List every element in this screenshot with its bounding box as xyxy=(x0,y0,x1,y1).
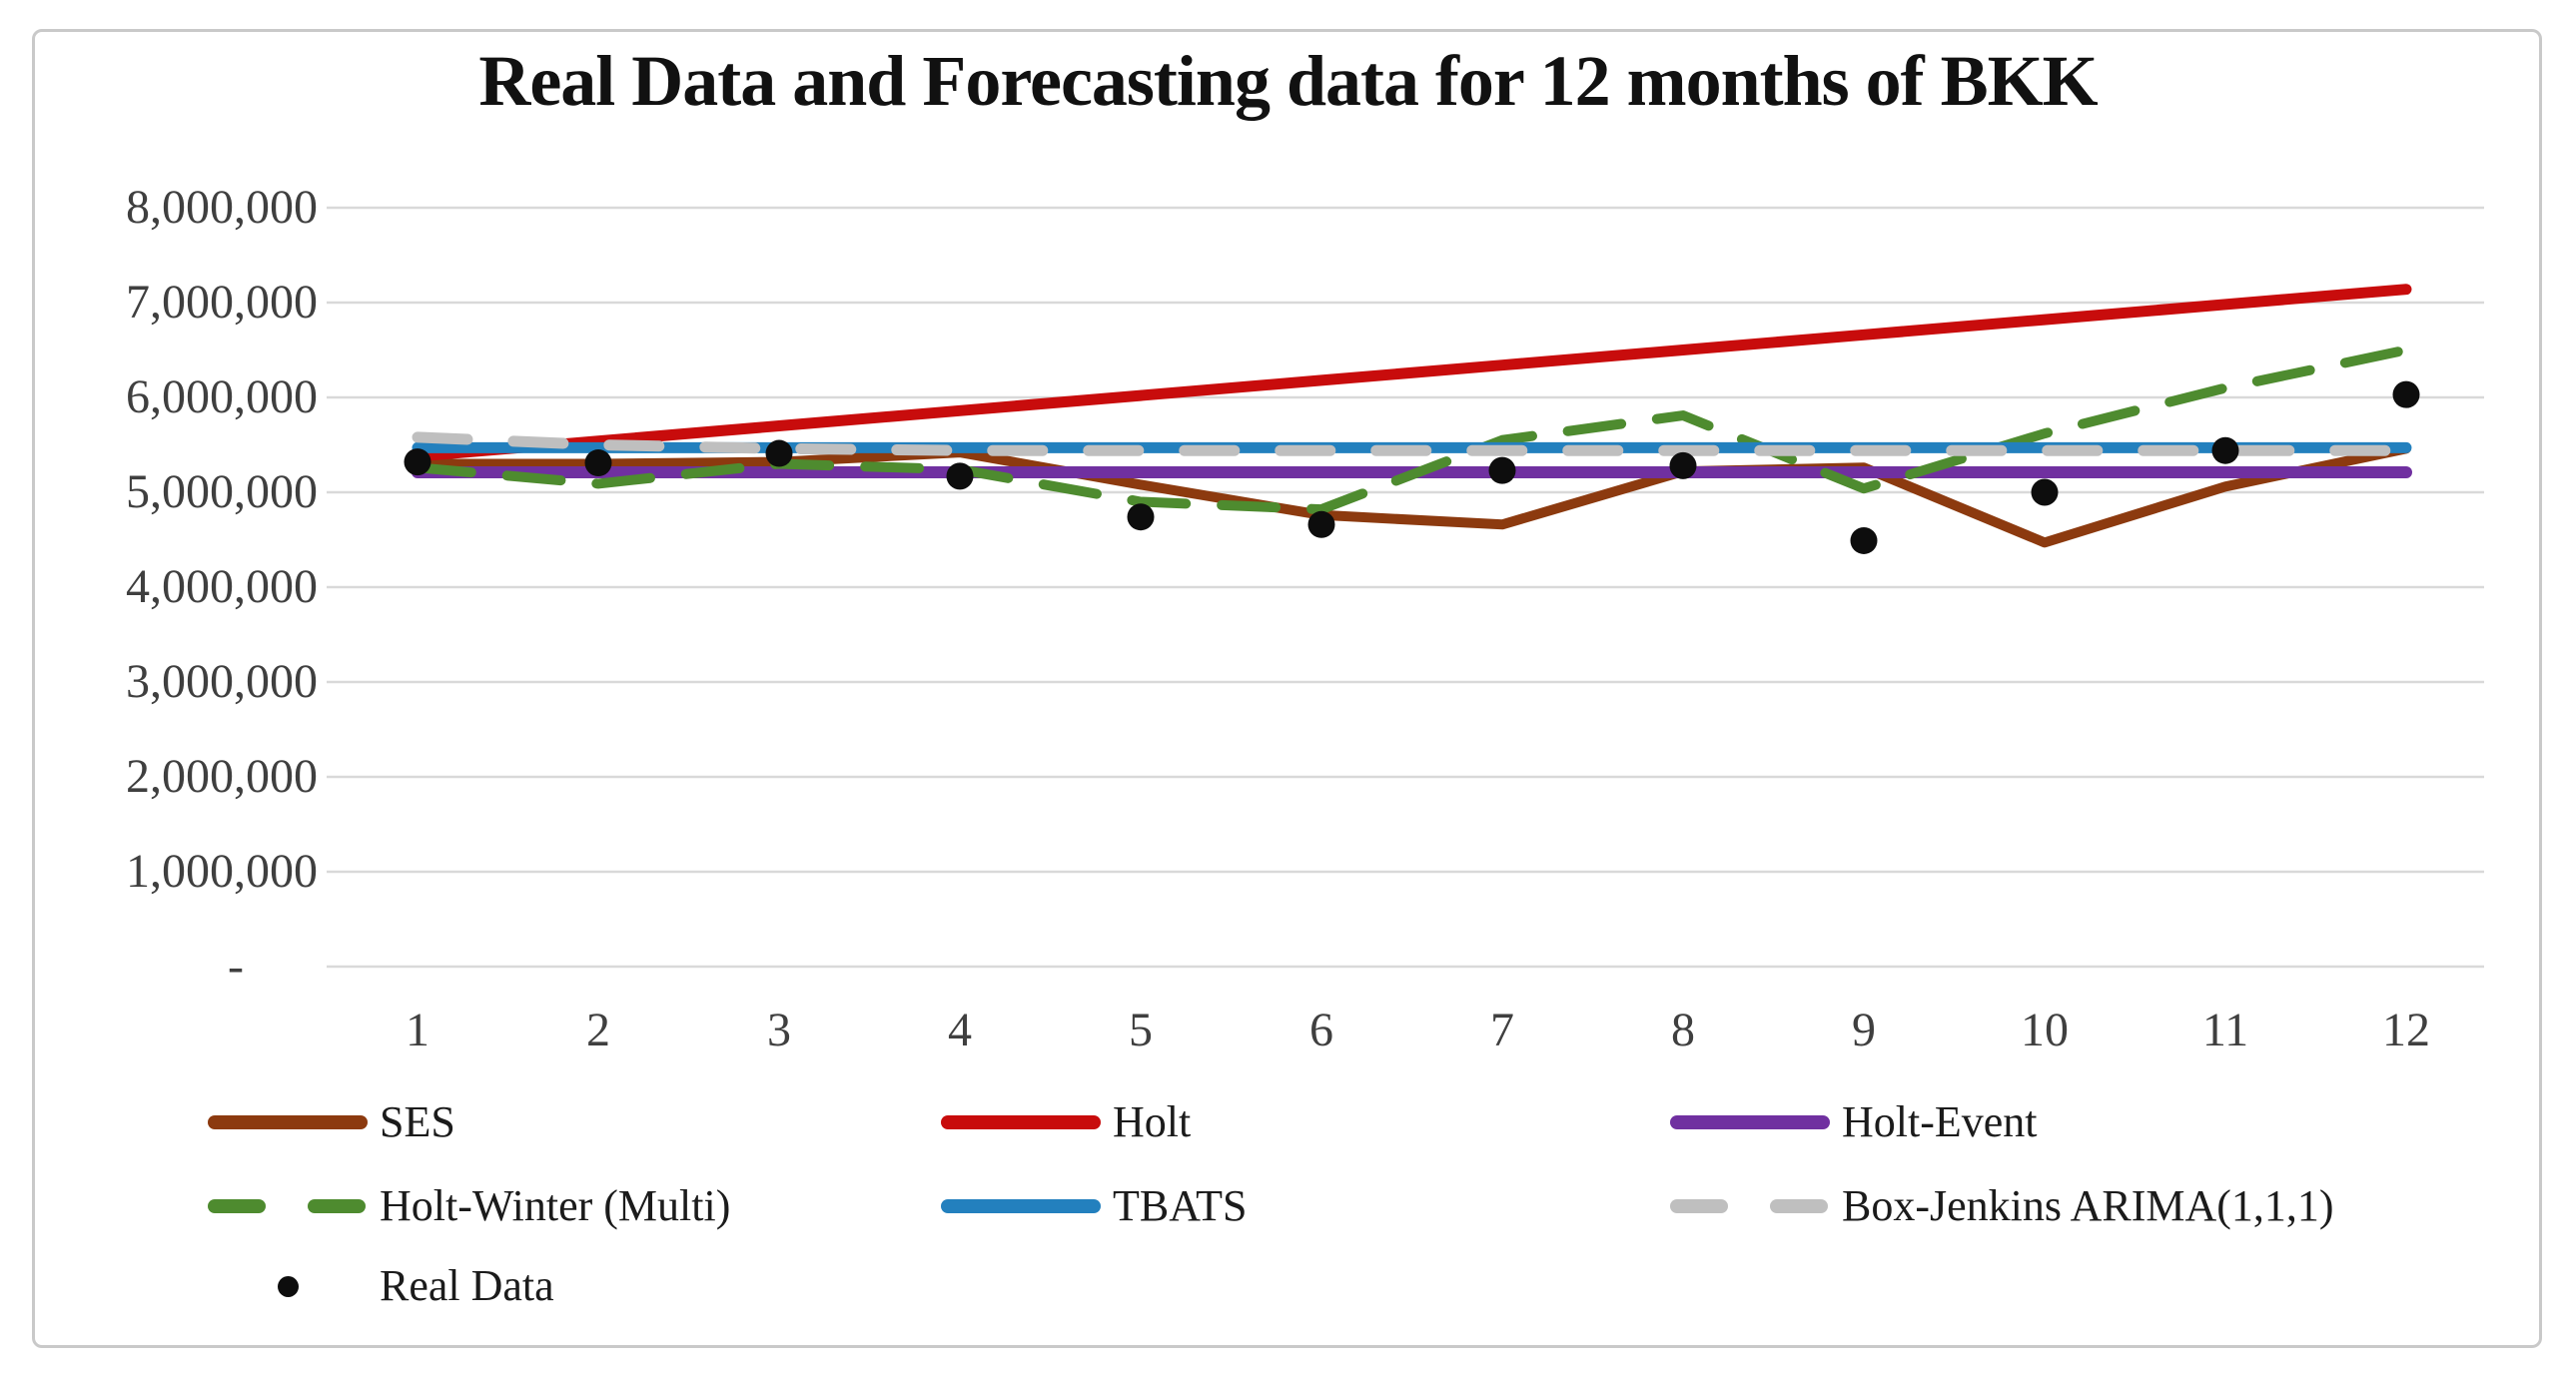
legend-item-holt-event: Holt-Event xyxy=(1670,1092,2038,1152)
legend-item-holt-winter: Holt-Winter (Multi) xyxy=(208,1176,730,1236)
holt-winter-dashed-swatch xyxy=(208,1199,380,1213)
box-jenkins-dashed-swatch xyxy=(1670,1199,1842,1213)
legend-item-tbats: TBATS xyxy=(941,1176,1247,1236)
legend-item-holt: Holt xyxy=(941,1092,1191,1152)
x-tick-label: 10 xyxy=(2021,1004,2069,1056)
legend-label-holt-winter: Holt-Winter (Multi) xyxy=(380,1181,731,1230)
legend-label-real-data: Real Data xyxy=(380,1261,554,1310)
y-tick-label: 8,000,000 xyxy=(126,181,318,234)
series-line-holt xyxy=(412,284,2412,462)
legend-item-real-data: Real Data xyxy=(208,1256,554,1316)
x-tick-label: 5 xyxy=(1129,1004,1153,1056)
real-data-point xyxy=(1127,503,1155,531)
holt-line-swatch xyxy=(941,1115,1113,1129)
real-data-point xyxy=(404,448,431,476)
real-data-point xyxy=(584,449,612,477)
x-tick-label: 1 xyxy=(406,1004,429,1056)
x-tick-label: 8 xyxy=(1671,1004,1695,1056)
x-tick-label: 3 xyxy=(767,1004,791,1056)
x-tick-label: 7 xyxy=(1490,1004,1514,1056)
real-data-dot-swatch xyxy=(208,1275,380,1297)
real-data-point xyxy=(946,462,974,490)
legend-label-holt-event: Holt-Event xyxy=(1842,1097,2038,1146)
chart-frame xyxy=(32,29,2542,1348)
y-tick-label: 7,000,000 xyxy=(126,276,318,329)
y-tick-label: 6,000,000 xyxy=(126,370,318,423)
legend-label-ses: SES xyxy=(380,1097,455,1146)
ses-line-swatch xyxy=(208,1115,380,1129)
series-line-ses xyxy=(413,443,2411,548)
tbats-line-swatch xyxy=(941,1199,1113,1213)
legend-label-box-jenkins: Box-Jenkins ARIMA(1,1,1) xyxy=(1842,1181,2334,1230)
legend-item-ses: SES xyxy=(208,1092,455,1152)
y-tick-label: 4,000,000 xyxy=(126,560,318,613)
x-tick-label: 11 xyxy=(2201,1004,2249,1056)
legend-item-box-jenkins: Box-Jenkins ARIMA(1,1,1) xyxy=(1670,1176,2334,1236)
x-tick-label: 12 xyxy=(2382,1004,2430,1056)
chart-title: Real Data and Forecasting data for 12 mo… xyxy=(478,41,2098,121)
real-data-point xyxy=(765,439,793,467)
x-tick-label: 2 xyxy=(586,1004,610,1056)
y-tick-label: - xyxy=(228,940,244,993)
series-line-holt-winter-multi- xyxy=(413,345,2411,515)
legend-label-tbats: TBATS xyxy=(1113,1181,1248,1230)
y-tick-label: 1,000,000 xyxy=(126,845,318,898)
x-tick-label: 9 xyxy=(1852,1004,1876,1056)
real-data-point xyxy=(2392,380,2420,408)
series-line-box-jenkins-arima-1-1-1- xyxy=(412,431,2412,456)
real-data-point xyxy=(1488,456,1516,484)
x-tick-label: 4 xyxy=(948,1004,972,1056)
y-tick-label: 5,000,000 xyxy=(126,465,318,518)
y-tick-label: 2,000,000 xyxy=(126,750,318,803)
real-data-point xyxy=(1850,526,1878,554)
y-tick-label: 3,000,000 xyxy=(126,655,318,708)
real-data-point xyxy=(1669,451,1697,479)
real-data-point xyxy=(2211,436,2239,464)
x-tick-label: 6 xyxy=(1309,1004,1333,1056)
real-data-point xyxy=(2031,478,2059,506)
holt-event-line-swatch xyxy=(1670,1115,1842,1129)
real-data-point xyxy=(1307,510,1335,538)
legend-label-holt: Holt xyxy=(1113,1097,1192,1146)
